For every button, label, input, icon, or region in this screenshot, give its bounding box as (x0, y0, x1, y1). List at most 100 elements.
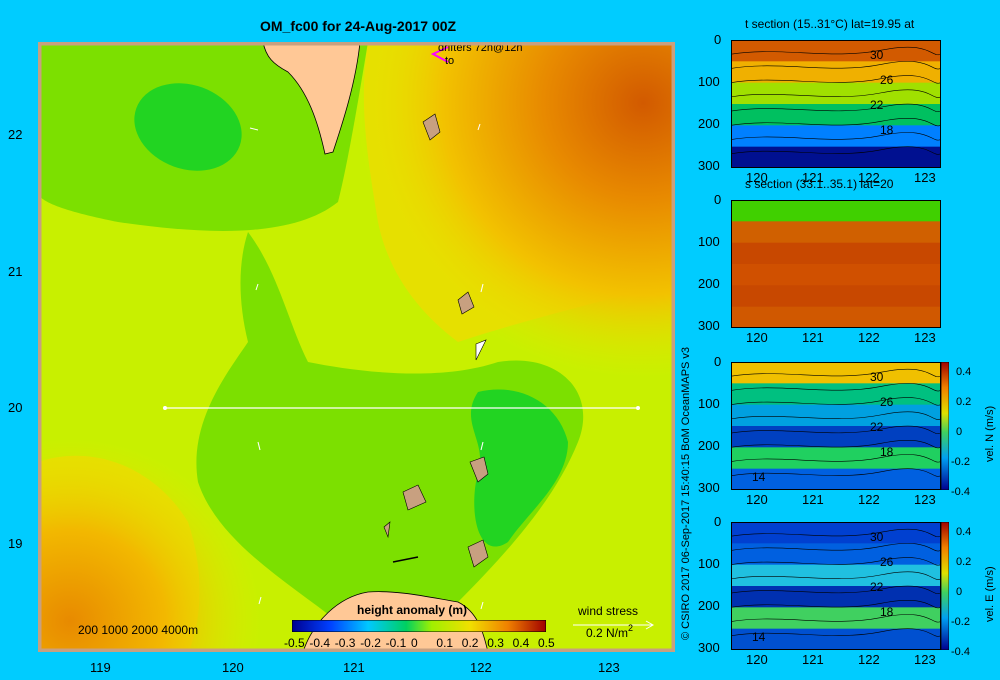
height-colorbar (292, 620, 546, 632)
depth-tick: 0 (714, 32, 722, 47)
lon-tick: 120 (746, 170, 768, 185)
section-band (731, 285, 941, 308)
island (475, 339, 487, 361)
section-plot[interactable] (731, 200, 941, 328)
contour-line (731, 46, 941, 56)
lat-tick: 21 (8, 264, 23, 279)
section-band (731, 61, 941, 84)
depth-legend: 200 1000 2000 4000m (78, 623, 198, 637)
lon-tick: 120 (746, 652, 768, 667)
section-plot[interactable] (731, 362, 941, 490)
velocity-colorbar (941, 362, 949, 490)
section-plot[interactable] (731, 522, 941, 650)
lat-tick: 22 (8, 127, 23, 142)
section-band (731, 362, 941, 385)
colorbar-tick: -0.1 (385, 636, 407, 650)
lon-tick: 123 (914, 652, 936, 667)
island (402, 484, 427, 511)
lon-tick: 121 (802, 330, 824, 345)
contour-label: 26 (880, 73, 894, 87)
velocity-label: vel. E (m/s) (984, 566, 996, 622)
velocity-tick: 0.2 (956, 396, 972, 408)
depth-tick: 300 (698, 480, 720, 495)
contour-line (731, 425, 941, 434)
colorbar-tick: 0.1 (436, 636, 454, 650)
section-band (731, 242, 941, 265)
contour-line (731, 89, 941, 98)
wind-arrow-icon (573, 620, 655, 630)
colorbar-tick: 0.2 (461, 636, 479, 650)
velocity-tick: 0.2 (956, 556, 972, 568)
depth-tick: 100 (698, 234, 720, 249)
lon-tick: 121 (802, 170, 824, 185)
contour-label: 18 (880, 123, 894, 137)
colorbar-title: height anomaly (m) (357, 603, 468, 617)
island (457, 291, 475, 315)
contour-line (731, 599, 941, 609)
section-band (731, 586, 941, 609)
lon-tick: 122 (858, 330, 880, 345)
section-band (731, 82, 941, 105)
velocity-tick: 0.4 (956, 526, 972, 538)
section-band (731, 564, 941, 587)
depth-tick: 100 (698, 74, 720, 89)
colorbar-tick: 0 (411, 636, 418, 650)
contour-line (731, 528, 941, 538)
contour-label: 30 (870, 530, 884, 544)
section-plot[interactable] (731, 40, 941, 168)
contour-label: 26 (880, 395, 894, 409)
contour-line (731, 439, 941, 449)
lon-tick: 122 (470, 660, 492, 675)
colorbar-tick: -0.5 (284, 636, 305, 650)
depth-tick: 0 (714, 354, 722, 369)
contour-label: 26 (880, 555, 894, 569)
contour-label: 18 (880, 605, 894, 619)
section-band (731, 264, 941, 287)
contour-line (731, 397, 941, 406)
contour-label: 30 (870, 370, 884, 384)
contour-label: 22 (870, 98, 884, 112)
lon-tick: 122 (858, 652, 880, 667)
colorbar-tick: 0.3 (487, 636, 504, 650)
velocity-tick: -0.2 (951, 616, 970, 628)
credit-text: © CSIRO 2017 06-Sep-2017 15:40:15 BoM Oc… (680, 346, 692, 640)
section-band (731, 628, 941, 650)
lon-tick: 122 (858, 492, 880, 507)
contour-line (731, 383, 941, 392)
section-band (731, 383, 941, 406)
height-anomaly-map[interactable]: drifters 72h@12h to wind stress 0.2 N/m2… (38, 42, 675, 652)
depth-tick: 100 (698, 556, 720, 571)
section-band (731, 200, 941, 223)
lon-tick: 123 (914, 170, 936, 185)
contour-line (731, 454, 941, 463)
section-band (731, 522, 941, 545)
section-band (731, 221, 941, 244)
depth-tick: 0 (714, 192, 722, 207)
contour-line (731, 103, 941, 112)
depth-tick: 200 (698, 116, 720, 131)
colorbar-tick: 0.5 (538, 636, 555, 650)
depth-tick: 200 (698, 276, 720, 291)
section-title: t section (15..31°C) lat=19.95 at (745, 17, 915, 31)
depth-tick: 0 (714, 514, 722, 529)
lon-tick: 122 (858, 170, 880, 185)
contour-line (731, 585, 941, 594)
depth-tick: 100 (698, 396, 720, 411)
island (383, 521, 391, 539)
section-band (731, 306, 941, 328)
contour-line (731, 468, 941, 477)
section-band (731, 40, 941, 63)
section-band (731, 468, 941, 490)
contour-line (731, 557, 941, 566)
lon-tick: 120 (746, 492, 768, 507)
depth-tick: 200 (698, 598, 720, 613)
luzon-land (262, 42, 361, 155)
colorbar-ticks: -0.5 -0.4 -0.3 -0.2 -0.1 0 0.1 0.2 0.3 0.4 0.5 (280, 636, 560, 652)
colorbar-tick: -0.4 (309, 636, 331, 650)
contour-line (731, 571, 941, 580)
lat-tick: 19 (8, 536, 23, 551)
contour-line (731, 368, 941, 378)
contour-line (731, 614, 941, 623)
depth-tick: 300 (698, 640, 720, 655)
lon-tick: 123 (914, 492, 936, 507)
